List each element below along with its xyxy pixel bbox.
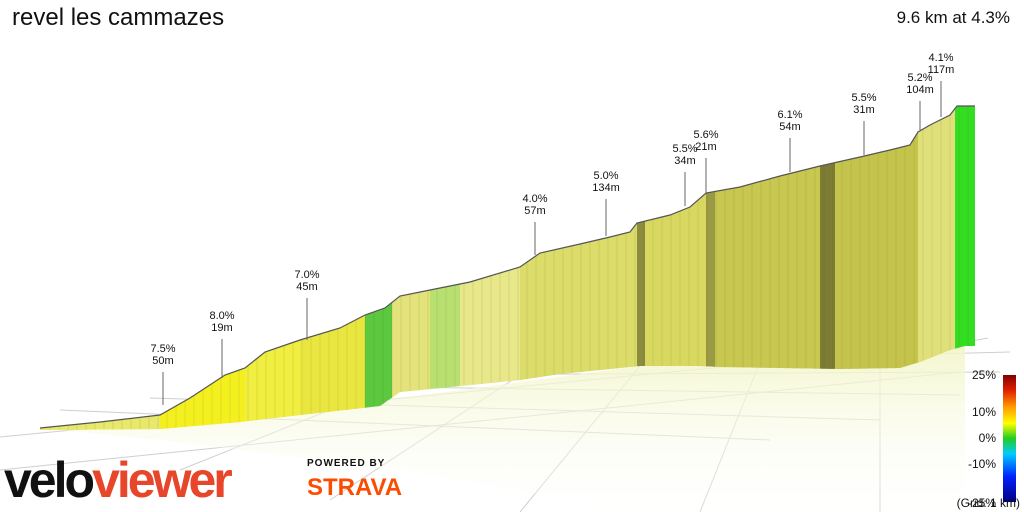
annotation-length: 31m <box>853 104 874 116</box>
profile-band <box>430 284 460 389</box>
profile-outline <box>39 105 975 429</box>
colorbar <box>1003 375 1016 502</box>
profile-band <box>365 302 392 408</box>
annotation-length: 50m <box>152 355 173 367</box>
gradient-annotation: 5.2%104m <box>906 72 934 130</box>
annotation-layer: 7.5%50m 8.0%19m 7.0%45m 4.0%57m 5.0%134m 5.5%… <box>150 52 954 405</box>
profile-band <box>820 162 835 369</box>
colorbar-ticks: 25% 10% 0% -10% -25% <box>968 368 996 510</box>
colorbar-tick-label: -25% <box>968 496 996 510</box>
annotation-grade: 7.0% <box>294 269 319 281</box>
annotation-length: 134m <box>592 182 620 194</box>
profile-band <box>955 106 975 349</box>
gradient-annotation: 7.0%45m <box>294 269 320 340</box>
gradient-annotation: 5.6%21m <box>693 129 719 193</box>
profile-reflection <box>40 345 965 512</box>
annotation-grade: 5.0% <box>593 170 618 182</box>
colorbar-tick-label: 0% <box>979 431 997 445</box>
profile-band <box>918 108 955 363</box>
profile-body <box>39 105 975 430</box>
annotation-length: 57m <box>524 205 545 217</box>
annotation-grade: 5.5% <box>672 143 697 155</box>
gradient-annotation: 5.5%34m <box>672 143 698 206</box>
annotation-grade: 5.6% <box>693 129 718 141</box>
gradient-annotation: 6.1%54m <box>777 109 803 172</box>
grid-note: (Grid: 1 km) <box>956 496 1020 510</box>
annotation-length: 19m <box>211 322 232 334</box>
profile-band <box>645 193 706 367</box>
profile-band <box>160 368 245 429</box>
annotation-grade: 5.2% <box>907 72 932 84</box>
annotation-length: 45m <box>296 281 317 293</box>
profile-band <box>245 340 300 422</box>
gradient-annotation: 5.5%31m <box>851 92 877 155</box>
annotation-length: 104m <box>906 84 934 96</box>
colorbar-tick-label: 10% <box>972 405 996 419</box>
colorbar-tick-label: 25% <box>972 368 996 382</box>
profile-band <box>637 221 645 367</box>
annotation-grade: 4.0% <box>522 193 547 205</box>
climb-summary: 9.6 km at 4.3% <box>896 8 1010 27</box>
profile-band <box>715 166 820 369</box>
annotation-grade: 5.5% <box>851 92 876 104</box>
profile-band <box>392 290 430 398</box>
profile-band <box>460 267 520 386</box>
strava-wordmark: STRAVA <box>307 474 403 501</box>
veloviewer-wordmark: veloviewer <box>4 452 233 508</box>
annotation-grade: 6.1% <box>777 109 802 121</box>
profile-band <box>520 223 637 380</box>
profile-band <box>835 132 918 369</box>
annotation-grade: 4.1% <box>928 52 953 64</box>
gradient-annotation: 7.5%50m <box>150 343 176 405</box>
annotation-length: 21m <box>695 141 716 153</box>
colorbar-tick-label: -10% <box>968 457 996 471</box>
chart-title: revel les cammazes <box>12 4 225 31</box>
veloviewer-strava-logo[interactable]: veloviewer POWERED BY STRAVA <box>4 452 414 508</box>
profile-band <box>300 315 365 415</box>
powered-by-label: POWERED BY <box>307 458 386 469</box>
annotation-length: 117m <box>928 64 955 76</box>
gradient-annotation: 4.1%117m <box>928 52 955 117</box>
gradient-annotation: 8.0%19m <box>209 310 235 378</box>
profile-band <box>706 191 715 367</box>
annotation-length: 54m <box>779 121 800 133</box>
annotation-grade: 7.5% <box>150 343 175 355</box>
annotation-grade: 8.0% <box>209 310 234 322</box>
gradient-annotation: 5.0%134m <box>592 170 620 236</box>
annotation-length: 34m <box>674 155 695 167</box>
gradient-annotation: 4.0%57m <box>522 193 548 255</box>
